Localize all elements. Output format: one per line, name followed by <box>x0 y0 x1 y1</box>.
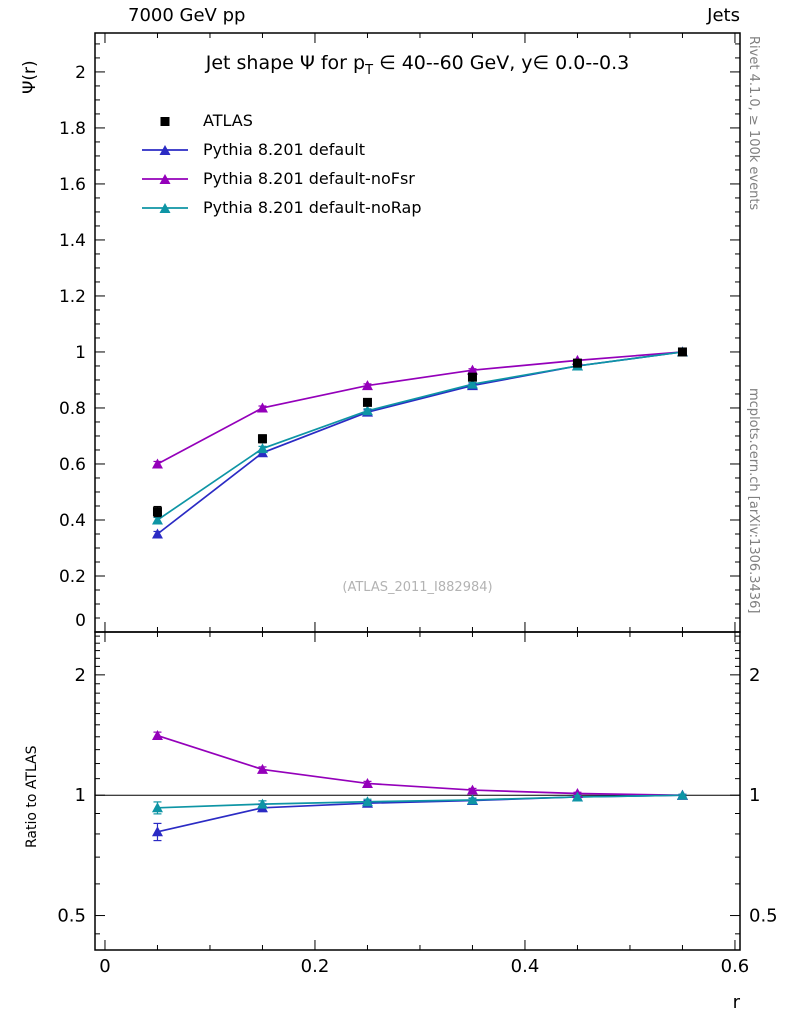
plot-title-pre: Jet shape Ψ for p <box>205 52 366 74</box>
atlas-square-marker-icon <box>140 113 190 129</box>
x-axis-label: r <box>732 992 740 1013</box>
legend: ATLAS Pythia 8.201 default Pythia 8.201 … <box>140 106 421 222</box>
rivet-version-note: Rivet 4.1.0, ≥ 100k events <box>746 36 761 211</box>
legend-item-atlas: ATLAS <box>140 106 421 135</box>
beam-energy-label: 7000 GeV pp <box>128 5 246 26</box>
svg-text:1.4: 1.4 <box>59 231 86 251</box>
pythia-default-marker-icon <box>140 142 190 158</box>
svg-text:0.4: 0.4 <box>511 956 540 977</box>
svg-text:0.5: 0.5 <box>57 906 86 927</box>
legend-label-pythia-nofsr: Pythia 8.201 default-noFsr <box>203 169 415 188</box>
mcplots-arxiv-note: mcplots.cern.ch [arXiv:1306.3436] <box>746 388 761 614</box>
svg-text:1: 1 <box>749 785 760 806</box>
legend-item-pythia-norap: Pythia 8.201 default-noRap <box>140 193 421 222</box>
plot-title-post: ∈ 40--60 GeV, y∈ 0.0--0.3 <box>373 52 630 74</box>
legend-item-pythia-default: Pythia 8.201 default <box>140 135 421 164</box>
svg-text:1.2: 1.2 <box>59 287 86 307</box>
y-axis-label-ratio: Ratio to ATLAS <box>24 745 40 848</box>
legend-label-atlas: ATLAS <box>203 111 253 130</box>
svg-text:1.8: 1.8 <box>59 119 86 139</box>
svg-text:0.6: 0.6 <box>59 455 86 475</box>
svg-text:1: 1 <box>75 343 86 363</box>
analysis-id-watermark: (ATLAS_2011_I882984) <box>342 580 493 595</box>
legend-item-pythia-nofsr: Pythia 8.201 default-noFsr <box>140 164 421 193</box>
legend-label-pythia-norap: Pythia 8.201 default-noRap <box>203 198 422 217</box>
svg-text:0.5: 0.5 <box>749 906 778 927</box>
svg-text:0.6: 0.6 <box>721 956 750 977</box>
svg-text:0.2: 0.2 <box>59 567 86 587</box>
pythia-nofsr-marker-icon <box>140 171 190 187</box>
pythia-norap-marker-icon <box>140 200 190 216</box>
plot-title: Jet shape Ψ for pT ∈ 40--60 GeV, y∈ 0.0-… <box>95 52 740 78</box>
plot-title-subscript: T <box>365 63 374 78</box>
svg-text:2: 2 <box>75 63 86 83</box>
analysis-group-label: Jets <box>707 5 740 26</box>
svg-text:0.4: 0.4 <box>59 511 86 531</box>
svg-text:1: 1 <box>75 785 86 806</box>
svg-text:0: 0 <box>75 611 86 631</box>
legend-label-pythia-default: Pythia 8.201 default <box>203 140 366 159</box>
svg-text:0: 0 <box>99 956 110 977</box>
svg-text:2: 2 <box>749 665 760 686</box>
svg-text:2: 2 <box>75 665 86 686</box>
y-axis-label-top: Ψ(r) <box>20 60 40 94</box>
svg-text:0.2: 0.2 <box>301 956 330 977</box>
svg-text:1.6: 1.6 <box>59 175 86 195</box>
svg-text:0.8: 0.8 <box>59 399 86 419</box>
